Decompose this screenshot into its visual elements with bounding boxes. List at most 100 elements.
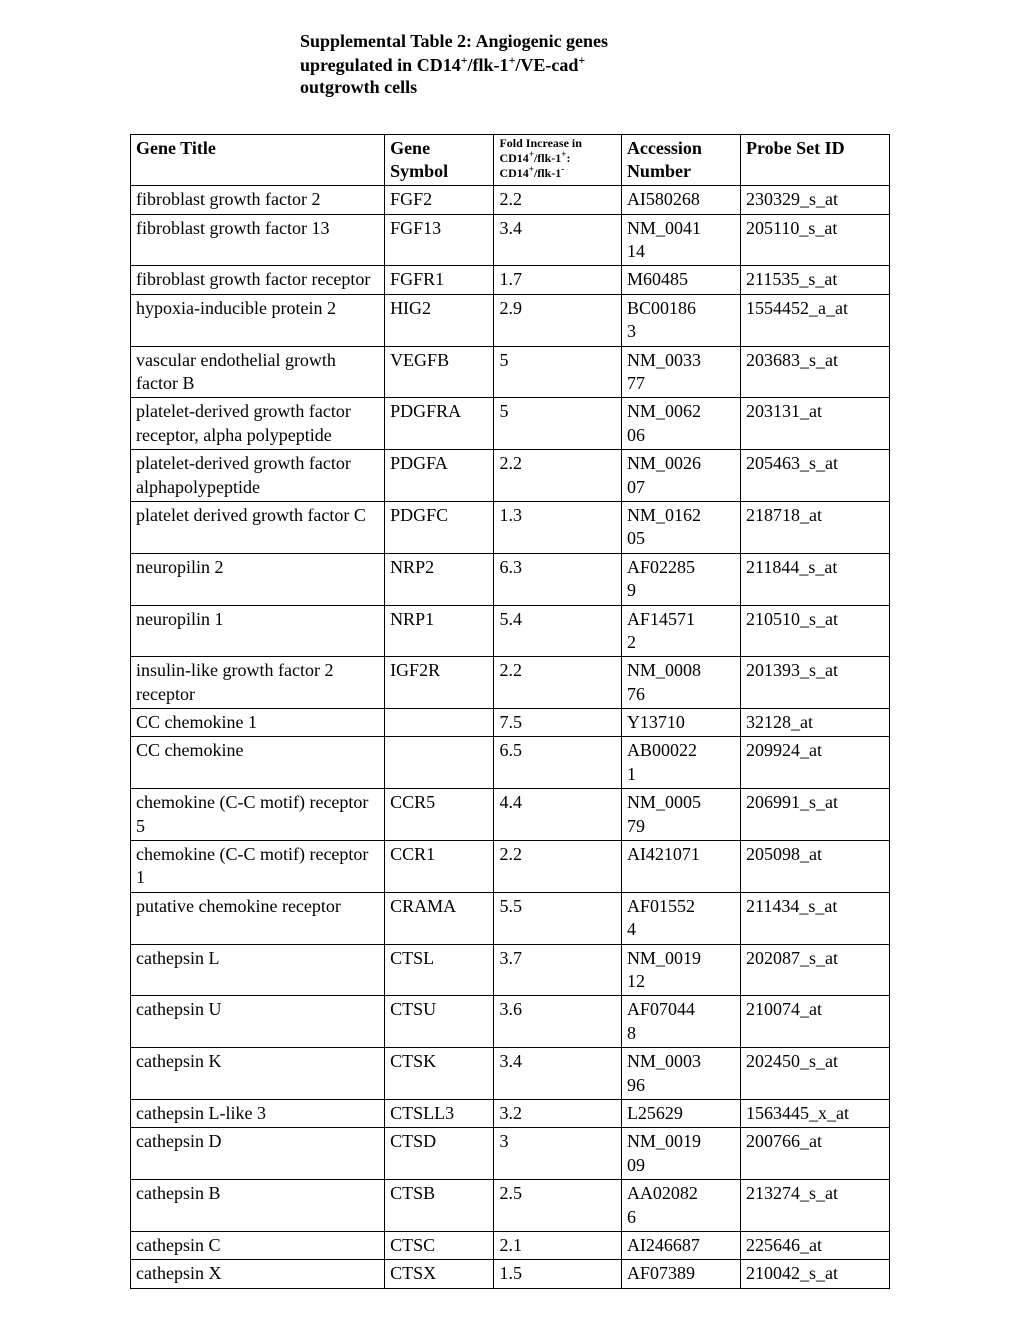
cell-gene-title: cathepsin L-like 3 [131,1099,385,1127]
cell-gene-title: cathepsin L [131,944,385,996]
fold-l1b: /flk-1 [534,151,561,165]
table-row: fibroblast growth factor 2FGF22.2AI58026… [131,186,890,214]
cell-probe: 213274_s_at [741,1180,890,1232]
fold-l1c: : [566,151,570,165]
cell-fold: 3.6 [494,996,621,1048]
table-row: cathepsin CCTSC2.1AI246687225646_at [131,1231,890,1259]
cell-accession: AF07389 [621,1260,740,1288]
cell-fold: 2.9 [494,294,621,346]
cell-gene-title: platelet-derived growth factor receptor,… [131,398,385,450]
cell-gene-title: platelet derived growth factor C [131,501,385,553]
table-row: fibroblast growth factor receptorFGFR11.… [131,266,890,294]
cell-gene-symbol: CTSB [385,1180,494,1232]
cell-probe: 203683_s_at [741,346,890,398]
cell-gene-symbol: FGF2 [385,186,494,214]
cell-probe: 211844_s_at [741,553,890,605]
cell-accession: AF01552 4 [621,892,740,944]
cell-accession: NM_0162 05 [621,501,740,553]
cell-accession: AI421071 [621,841,740,893]
cell-accession: AI580268 [621,186,740,214]
cell-accession: Y13710 [621,709,740,737]
table-row: cathepsin BCTSB2.5AA02082 6213274_s_at [131,1180,890,1232]
cell-gene-symbol: FGF13 [385,214,494,266]
table-row: insulin-like growth factor 2 receptorIGF… [131,657,890,709]
cell-gene-symbol: PDGFRA [385,398,494,450]
cell-fold: 5.4 [494,605,621,657]
cell-fold: 3.4 [494,214,621,266]
table-row: cathepsin UCTSU3.6AF07044 8210074_at [131,996,890,1048]
cell-gene-title: fibroblast growth factor receptor [131,266,385,294]
gene-table: Gene Title Gene Symbol Fold Increase in … [130,134,890,1289]
cell-gene-title: chemokine (C-C motif) receptor 5 [131,789,385,841]
cell-gene-title: insulin-like growth factor 2 receptor [131,657,385,709]
fold-l2a: CD14 [499,166,528,180]
sup-plus: + [461,53,468,67]
table-row: hypoxia-inducible protein 2HIG22.9BC0018… [131,294,890,346]
table-row: cathepsin KCTSK3.4NM_0003 96202450_s_at [131,1048,890,1100]
cell-fold: 1.3 [494,501,621,553]
cell-probe: 201393_s_at [741,657,890,709]
table-title: Supplemental Table 2: Angiogenic genes u… [300,30,850,99]
cell-fold: 5 [494,398,621,450]
hdr-gene-title: Gene Title [131,134,385,186]
cell-probe: 203131_at [741,398,890,450]
cell-accession: M60485 [621,266,740,294]
cell-accession: AI246687 [621,1231,740,1259]
cell-gene-symbol: CTSL [385,944,494,996]
hdr-fold: Fold Increase in CD14+/flk-1+: CD14+/flk… [494,134,621,186]
cell-probe: 205098_at [741,841,890,893]
table-row: putative chemokine receptorCRAMA5.5AF015… [131,892,890,944]
header-row: Gene Title Gene Symbol Fold Increase in … [131,134,890,186]
cell-gene-symbol [385,737,494,789]
cell-accession: AF14571 2 [621,605,740,657]
cell-gene-title: hypoxia-inducible protein 2 [131,294,385,346]
cell-gene-symbol: CTSC [385,1231,494,1259]
cell-gene-symbol: CTSD [385,1128,494,1180]
cell-fold: 5.5 [494,892,621,944]
cell-gene-title: cathepsin C [131,1231,385,1259]
cell-gene-title: cathepsin D [131,1128,385,1180]
fold-main: Fold Increase in [499,136,581,150]
cell-accession: NM_0033 77 [621,346,740,398]
title-line2-mid1: /flk-1 [468,55,509,75]
cell-gene-title: vascular endothelial growth factor B [131,346,385,398]
cell-gene-title: CC chemokine [131,737,385,789]
sup-minus: - [561,164,564,174]
cell-accession: NM_0005 79 [621,789,740,841]
cell-fold: 2.2 [494,186,621,214]
table-row: cathepsin LCTSL3.7NM_0019 12202087_s_at [131,944,890,996]
cell-gene-symbol: CRAMA [385,892,494,944]
table-row: platelet derived growth factor CPDGFC1.3… [131,501,890,553]
cell-gene-title: cathepsin K [131,1048,385,1100]
cell-accession: NM_0041 14 [621,214,740,266]
cell-fold: 2.2 [494,450,621,502]
cell-gene-title: platelet-derived growth factor alphapoly… [131,450,385,502]
cell-probe: 211434_s_at [741,892,890,944]
cell-gene-symbol: FGFR1 [385,266,494,294]
cell-gene-title: putative chemokine receptor [131,892,385,944]
cell-fold: 7.5 [494,709,621,737]
cell-fold: 6.5 [494,737,621,789]
cell-fold: 5 [494,346,621,398]
cell-probe: 211535_s_at [741,266,890,294]
cell-gene-symbol [385,709,494,737]
table-row: platelet-derived growth factor alphapoly… [131,450,890,502]
cell-fold: 1.5 [494,1260,621,1288]
table-row: cathepsin DCTSD3NM_0019 09200766_at [131,1128,890,1180]
cell-gene-symbol: CTSLL3 [385,1099,494,1127]
cell-gene-symbol: CTSX [385,1260,494,1288]
table-row: CC chemokine6.5AB00022 1209924_at [131,737,890,789]
table-row: neuropilin 1NRP15.4AF14571 2210510_s_at [131,605,890,657]
cell-fold: 3.4 [494,1048,621,1100]
cell-probe: 202087_s_at [741,944,890,996]
hdr-accession-text: Accession Number [627,138,702,181]
cell-gene-symbol: PDGFA [385,450,494,502]
cell-gene-title: neuropilin 2 [131,553,385,605]
fold-l1a: CD14 [499,151,528,165]
hdr-gene-symbol-text: Gene Symbol [390,138,448,181]
table-row: neuropilin 2NRP26.3AF02285 9211844_s_at [131,553,890,605]
cell-accession: NM_0003 96 [621,1048,740,1100]
cell-fold: 6.3 [494,553,621,605]
sup-plus: + [578,53,585,67]
cell-gene-title: CC chemokine 1 [131,709,385,737]
